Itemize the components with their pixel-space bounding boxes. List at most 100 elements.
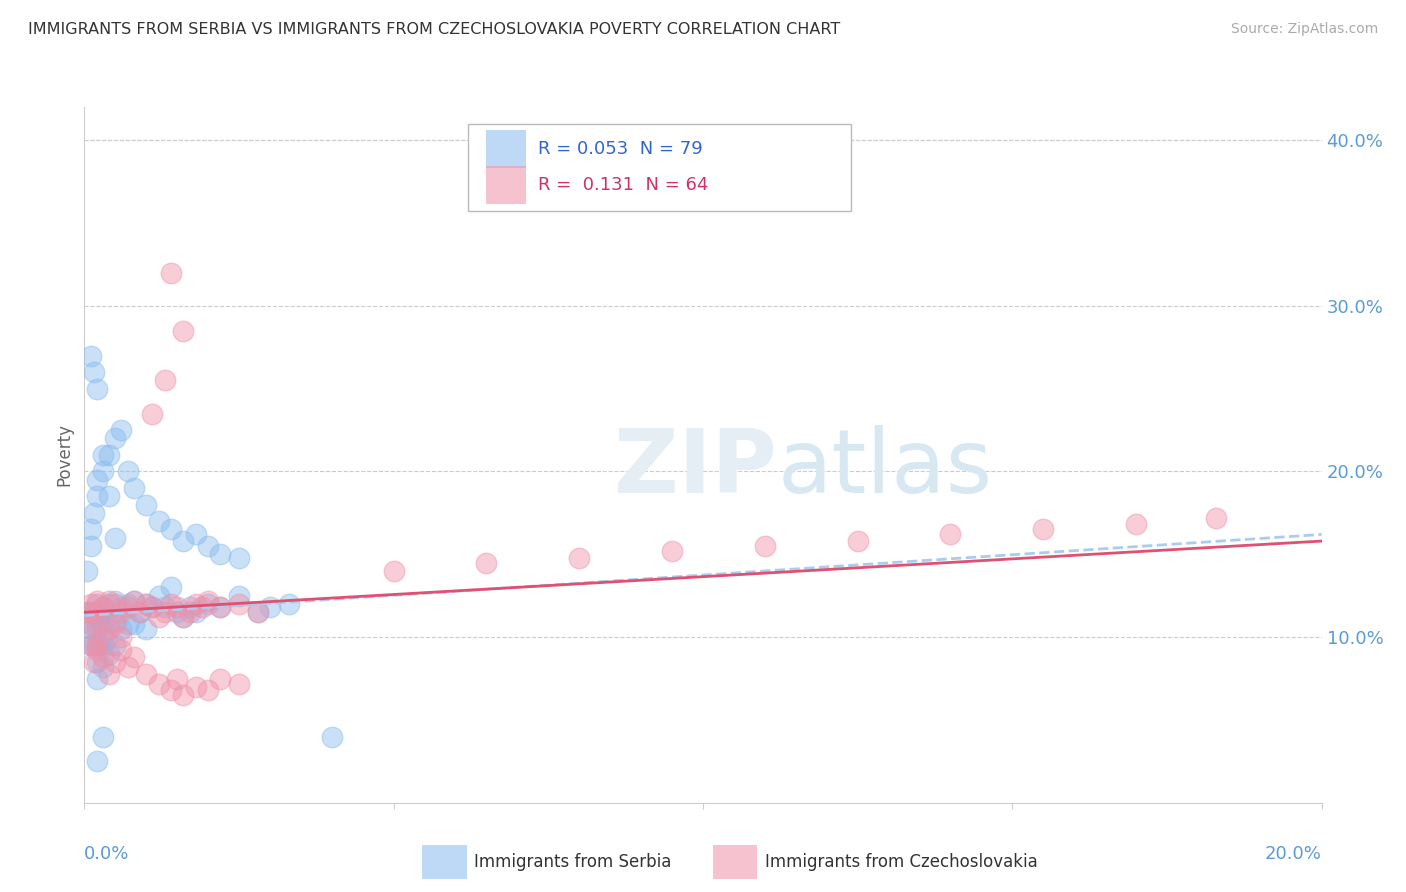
Point [184,605,207,619]
Point [98,666,121,681]
Point [98,647,121,661]
Point [122,593,145,607]
Point [79,639,101,653]
Text: IMMIGRANTS FROM SERBIA VS IMMIGRANTS FROM CZECHOSLOVAKIA POVERTY CORRELATION CHA: IMMIGRANTS FROM SERBIA VS IMMIGRANTS FRO… [28,22,841,37]
Point [179,605,201,619]
Point [122,650,145,665]
Point [110,622,132,636]
Point [79,349,101,363]
Point [191,600,214,615]
Point [172,610,194,624]
Y-axis label: Poverty: Poverty [55,424,73,486]
Point [148,676,170,690]
Point [98,593,121,607]
Point [94,605,117,619]
Point [382,564,405,578]
Point [110,423,132,437]
Point [104,655,127,669]
Point [197,597,219,611]
Point [79,605,101,619]
Point [129,605,152,619]
Point [86,382,108,396]
Point [228,597,250,611]
Point [184,597,207,611]
Point [160,266,183,280]
Point [172,324,194,338]
Point [79,616,101,631]
Point [86,639,108,653]
Point [104,431,127,445]
Point [1032,523,1054,537]
Point [228,550,250,565]
Point [141,600,163,615]
Point [89,614,111,628]
Point [122,481,145,495]
Point [135,597,157,611]
Point [91,639,114,653]
Point [172,534,194,549]
Text: ZIP: ZIP [614,425,778,512]
Point [166,600,188,615]
Point [104,597,127,611]
Point [91,660,114,674]
Point [79,597,101,611]
Point [79,523,101,537]
Point [94,633,117,648]
Point [104,639,127,653]
FancyBboxPatch shape [422,846,467,879]
Point [135,666,157,681]
Point [98,448,121,462]
Point [110,630,132,644]
Point [160,523,183,537]
Point [661,544,683,558]
Point [86,622,108,636]
Point [79,622,101,636]
Point [83,605,105,619]
Point [110,643,132,657]
Point [117,597,139,611]
Point [91,448,114,462]
Text: R =  0.131  N = 64: R = 0.131 N = 64 [538,176,709,194]
Point [86,597,108,611]
Point [89,639,111,653]
Point [91,616,114,631]
Point [277,597,299,611]
Point [98,622,121,636]
Point [148,514,170,528]
Point [86,672,108,686]
Point [117,465,139,479]
Point [209,672,232,686]
Point [117,616,139,631]
Point [153,373,176,387]
Point [172,610,194,624]
Point [122,616,145,631]
Point [172,688,194,702]
Point [83,365,105,379]
Point [83,655,105,669]
Point [166,672,188,686]
Point [98,597,121,611]
Point [117,660,139,674]
Point [83,605,105,619]
Point [122,593,145,607]
Point [160,683,183,698]
Point [166,605,188,619]
Point [939,527,962,541]
Point [91,600,114,615]
Point [83,639,105,653]
Point [76,564,98,578]
Point [184,680,207,694]
FancyBboxPatch shape [468,124,852,211]
Point [83,622,105,636]
Point [91,600,114,615]
Point [91,465,114,479]
Text: 20.0%: 20.0% [1265,845,1322,863]
Point [141,407,163,421]
Point [1125,517,1147,532]
Point [117,600,139,615]
Point [91,650,114,665]
Point [568,550,591,565]
Text: Immigrants from Czechoslovakia: Immigrants from Czechoslovakia [765,853,1038,871]
Point [153,605,176,619]
Point [98,616,121,631]
